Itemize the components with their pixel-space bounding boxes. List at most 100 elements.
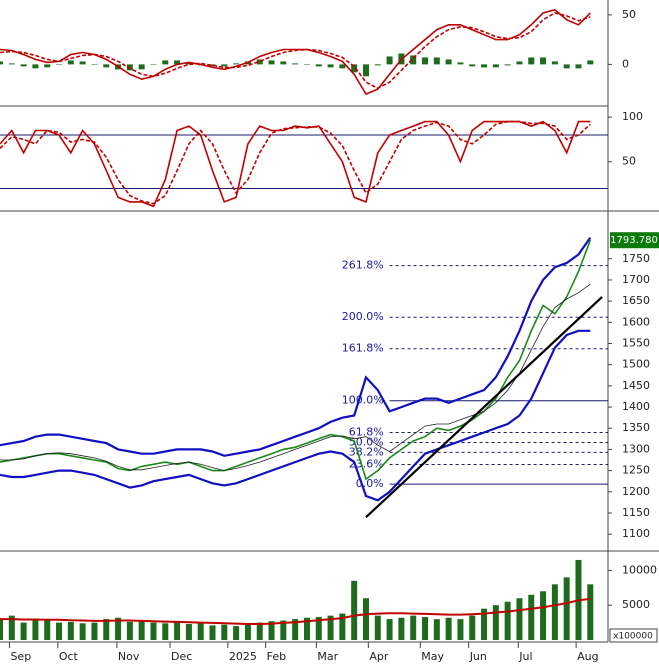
bar xyxy=(67,60,74,65)
y-tick-label: 1150 xyxy=(622,506,650,519)
bar xyxy=(174,622,181,640)
bar xyxy=(422,57,429,65)
bar xyxy=(0,61,3,65)
bar xyxy=(540,591,547,640)
bar xyxy=(79,61,86,65)
bar xyxy=(315,617,322,640)
bar xyxy=(8,63,15,65)
bar xyxy=(221,624,228,640)
bar xyxy=(587,60,594,65)
bar xyxy=(256,59,263,65)
bar xyxy=(44,64,51,68)
bar xyxy=(256,622,263,640)
bar xyxy=(351,64,358,73)
x-tick-label: Jun xyxy=(469,650,487,663)
y-tick-label: 50 xyxy=(622,8,636,21)
bar xyxy=(516,61,523,65)
bar xyxy=(91,622,98,640)
bar xyxy=(56,64,63,65)
bar xyxy=(32,64,39,69)
bar xyxy=(162,60,169,65)
x-tick-label: Feb xyxy=(267,650,286,663)
bar xyxy=(481,608,488,640)
bar xyxy=(386,56,393,65)
bar xyxy=(469,615,476,640)
bar xyxy=(362,598,369,640)
bar xyxy=(79,623,86,640)
bar xyxy=(362,64,369,77)
x-tick-label: Nov xyxy=(118,650,140,663)
series-line xyxy=(0,329,591,502)
bar xyxy=(528,594,535,640)
bar xyxy=(221,64,228,67)
y-tick-label: 1250 xyxy=(622,464,650,477)
bar xyxy=(138,620,145,640)
bar xyxy=(303,617,310,640)
y-tick-label: 1350 xyxy=(622,421,650,434)
unit-label: x100000 xyxy=(613,632,653,642)
trendline xyxy=(365,296,603,519)
bar xyxy=(374,615,381,640)
bar xyxy=(398,617,405,640)
last-price-label: 1793.780 xyxy=(610,235,658,246)
bar xyxy=(67,621,74,640)
fib-label: 261.8% xyxy=(342,259,384,272)
bar xyxy=(268,60,275,65)
bar xyxy=(103,619,110,640)
bar xyxy=(551,584,558,640)
bar xyxy=(303,64,310,65)
bar xyxy=(162,623,169,640)
series-line xyxy=(0,283,591,472)
bar xyxy=(504,601,511,640)
bar xyxy=(32,619,39,640)
bar xyxy=(457,62,464,65)
bar xyxy=(268,621,275,640)
fib-label: 161.8% xyxy=(342,342,384,355)
fib-label: 23.6% xyxy=(349,457,384,470)
bar xyxy=(327,615,334,640)
bar xyxy=(138,64,145,70)
bar xyxy=(150,622,157,640)
x-tick-label: Aug xyxy=(577,650,598,663)
bar xyxy=(292,619,299,640)
bar xyxy=(233,626,240,640)
bar xyxy=(551,61,558,65)
bar xyxy=(209,64,216,67)
bar xyxy=(44,620,51,640)
bar xyxy=(563,577,570,640)
bar xyxy=(492,605,499,640)
y-tick-label: 1300 xyxy=(622,442,650,455)
fib-label: 38.2% xyxy=(349,445,384,458)
bar xyxy=(20,64,27,67)
bar xyxy=(563,64,570,69)
bar xyxy=(445,59,452,65)
bar xyxy=(197,623,204,640)
x-tick-label: Jul xyxy=(518,650,532,663)
bar xyxy=(422,617,429,640)
fib-label: 61.8% xyxy=(349,425,384,438)
x-tick-label: Dec xyxy=(171,650,192,663)
bar xyxy=(386,619,393,640)
bar xyxy=(185,623,192,640)
x-tick-label: Apr xyxy=(369,650,389,663)
bar xyxy=(410,615,417,640)
bar xyxy=(575,64,582,69)
series-line xyxy=(0,9,591,96)
bar xyxy=(351,580,358,640)
bar xyxy=(339,613,346,640)
bar xyxy=(481,64,488,68)
bar xyxy=(209,625,216,640)
y-tick-label: 1650 xyxy=(622,294,650,307)
y-tick-label: 10000 xyxy=(622,563,657,576)
bar xyxy=(126,621,133,640)
fib-label: 200.0% xyxy=(342,310,384,323)
panel-borders xyxy=(0,0,659,643)
y-tick-label: 1400 xyxy=(622,400,650,413)
bar xyxy=(445,617,452,640)
bar xyxy=(185,62,192,65)
bar xyxy=(292,63,299,65)
bar xyxy=(115,617,122,640)
x-tick-label: 2025 xyxy=(229,650,257,663)
y-tick-label: 1700 xyxy=(622,273,650,286)
